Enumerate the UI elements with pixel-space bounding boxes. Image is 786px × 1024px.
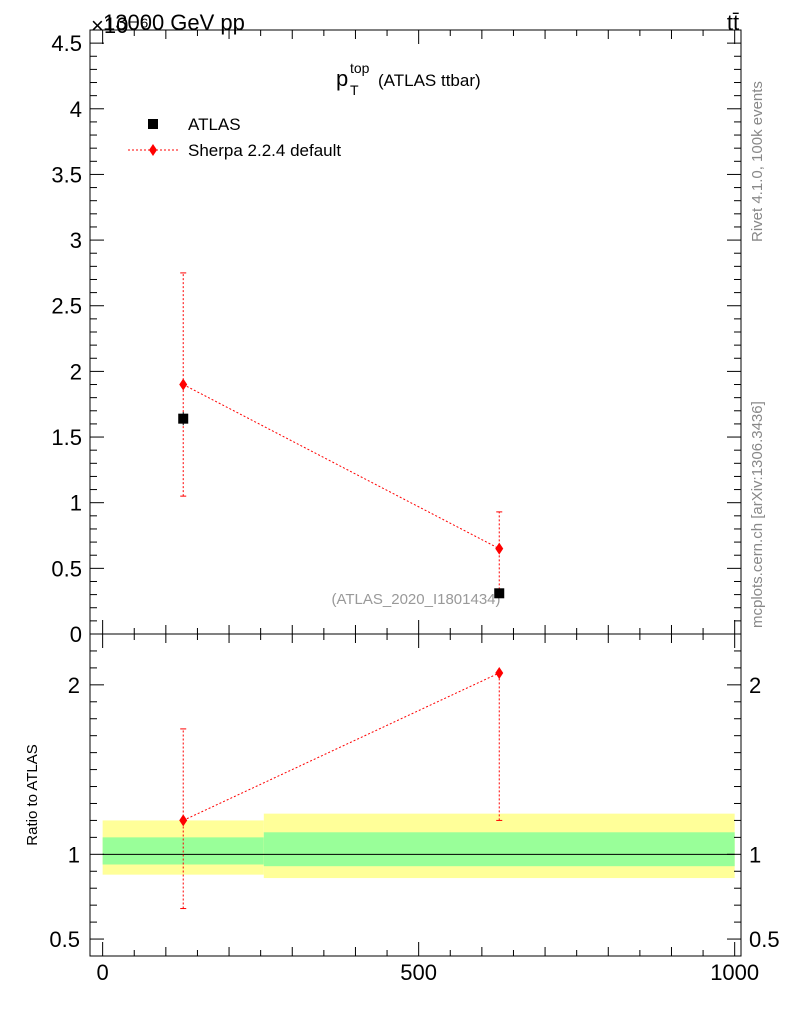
ratio-frame <box>89 633 742 957</box>
ratio-sherpa-line <box>183 672 500 821</box>
y-exponent-label: ×10⁻⁶ <box>91 13 149 38</box>
legend-sherpa-label: Sherpa 2.2.4 default <box>188 141 341 160</box>
energy-label: 13000 GeV pp <box>103 10 245 35</box>
main-y-tick-label: 1 <box>70 491 82 516</box>
atlas-point <box>178 413 189 424</box>
plot-title: p top T (ATLAS ttbar) <box>336 60 481 98</box>
title-base: p <box>336 66 348 91</box>
main-panel: (ATLAS_2020_I1801434) 0 0.5 1 1.5 2 2.5 3 3.5 4 4… <box>51 29 742 647</box>
mcplots-label: mcplots.cern.ch [arXiv:1306.3436] <box>749 401 766 628</box>
legend: ATLAS Sherpa 2.2.4 default <box>128 115 341 160</box>
legend-sherpa-marker <box>149 144 157 156</box>
ratio-sherpa-point <box>495 666 504 679</box>
ratio-y-tick-label-left: 1 <box>68 842 80 867</box>
sherpa-point <box>495 542 504 555</box>
title-rest: (ATLAS ttbar) <box>378 71 481 90</box>
sherpa-line <box>182 384 500 550</box>
ratio-y-tick-label-right: 0.5 <box>749 927 780 952</box>
title-sub: T <box>350 82 359 98</box>
title-sup: top <box>350 60 370 76</box>
rivet-label: Rivet 4.1.0, 100k events <box>749 81 766 242</box>
ratio-y-tick-label-right: 1 <box>749 842 761 867</box>
main-y-tick-label: 4 <box>70 97 82 122</box>
ratio-x-tick-label: 1000 <box>710 960 759 985</box>
main-y-tick-label: 0.5 <box>51 556 82 581</box>
main-y-tick-label: 4.5 <box>51 31 82 56</box>
ratio-y-tick-label-right: 2 <box>749 673 761 698</box>
ratio-band-green <box>263 832 735 867</box>
main-y-tick-label: 3.5 <box>51 162 82 187</box>
ratio-sherpa-point <box>179 814 188 827</box>
main-y-tick-label: 1.5 <box>51 425 82 450</box>
process-label: tt̄ <box>727 10 739 35</box>
main-y-tick-label: 2 <box>70 359 82 384</box>
ratio-x-tick-label: 500 <box>400 960 437 985</box>
sherpa-point <box>179 378 188 391</box>
ratio-axes: 0.5 0.5 1 1 2 2 0 500 1000 <box>49 634 780 985</box>
ratio-ylabel: Ratio to ATLAS <box>24 744 41 845</box>
main-series-group <box>178 272 505 599</box>
ratio-x-tick-label: 0 <box>97 960 109 985</box>
main-axes: 0 0.5 1 1.5 2 2.5 3 3.5 4 4.5 <box>51 29 741 647</box>
legend-atlas-marker <box>148 119 158 129</box>
ratio-bands <box>102 813 735 879</box>
ratio-y-tick-label-left: 0.5 <box>49 927 80 952</box>
watermark: (ATLAS_2020_I1801434) <box>331 591 500 608</box>
main-y-tick-label: 2.5 <box>51 294 82 319</box>
main-y-tick-label: 3 <box>70 228 82 253</box>
ratio-y-tick-label-left: 2 <box>68 673 80 698</box>
legend-atlas-label: ATLAS <box>188 115 241 134</box>
ratio-panel: 0.5 0.5 1 1 2 2 0 500 1000 Ratio to ATLAS <box>24 633 780 985</box>
ratio-series-group <box>179 666 504 910</box>
atlas-point <box>494 588 505 599</box>
main-y-tick-label: 0 <box>70 622 82 647</box>
